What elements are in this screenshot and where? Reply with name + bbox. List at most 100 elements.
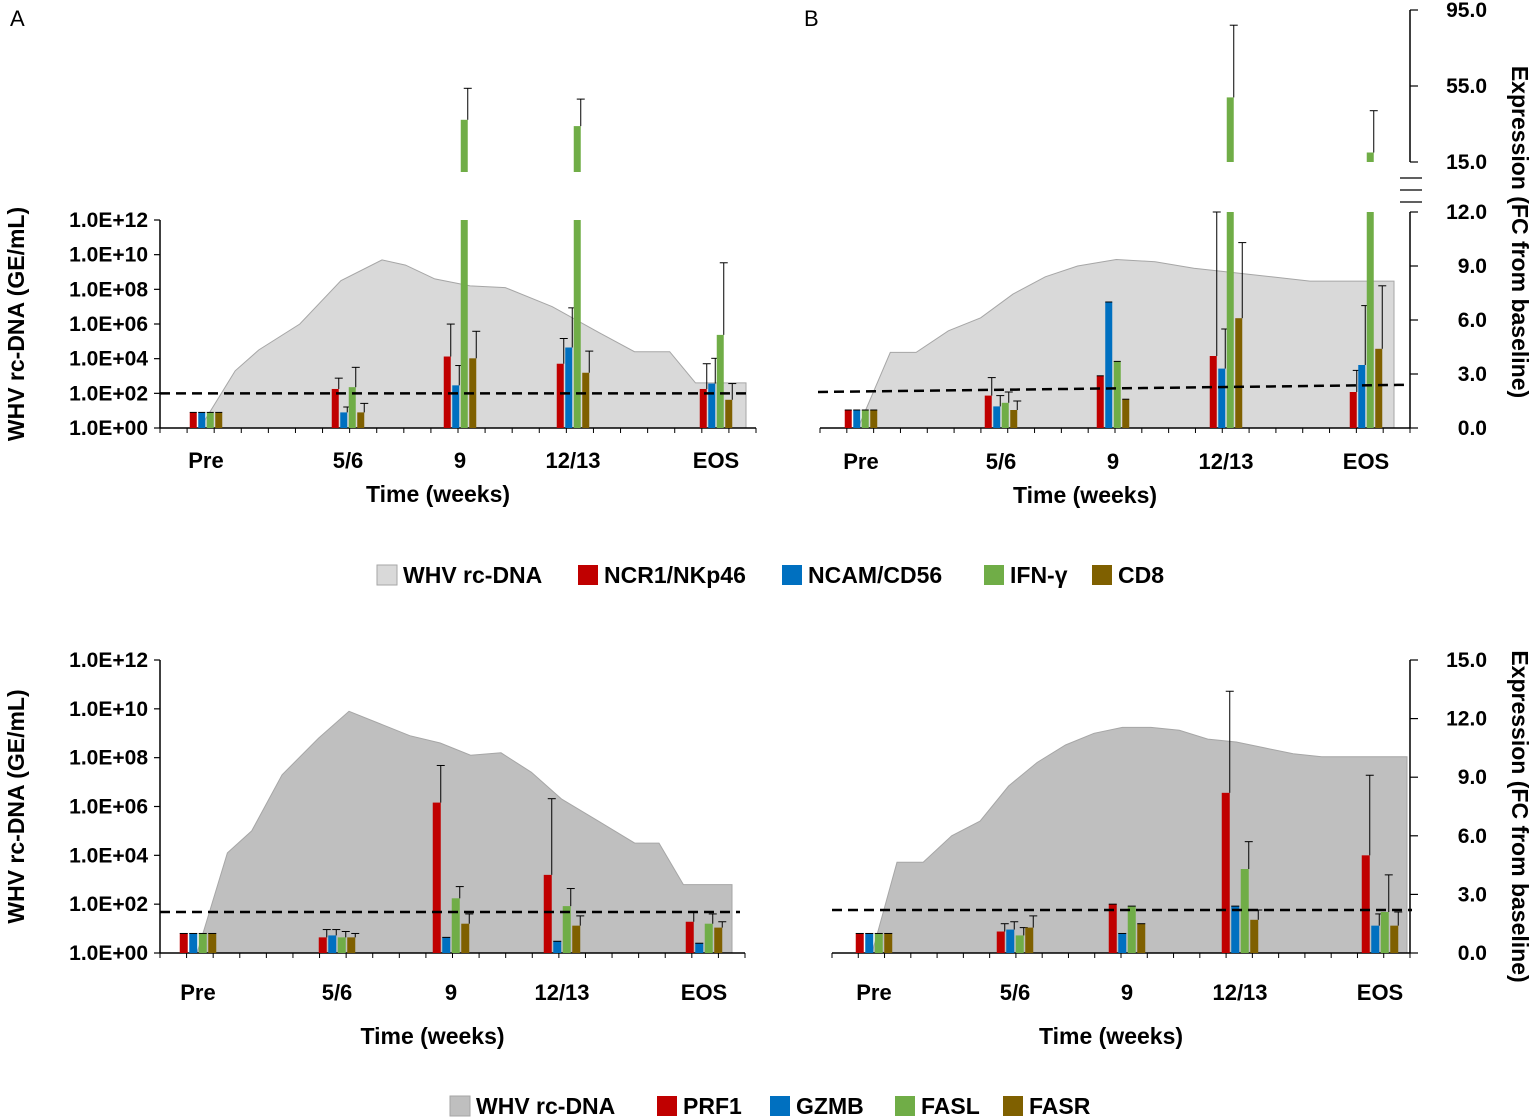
bar — [432, 802, 441, 953]
bar-upper — [573, 126, 581, 172]
category-label: EOS — [681, 980, 727, 1005]
bar — [340, 412, 348, 428]
category-label: Pre — [843, 449, 878, 474]
category-label: 9 — [454, 448, 466, 473]
bar — [443, 356, 451, 428]
bar — [704, 923, 713, 953]
y-tick-label: 1.0E+04 — [69, 844, 148, 867]
legend-swatch — [895, 1096, 915, 1116]
bar — [565, 347, 573, 428]
y2-tick-label: 0.0 — [1458, 942, 1487, 965]
bar — [1025, 927, 1034, 953]
bar — [461, 923, 470, 953]
legend-label: FASR — [1029, 1093, 1091, 1119]
category-label: 12/13 — [545, 448, 600, 473]
legend-swatch — [1092, 565, 1112, 585]
chart-B-bottom: Pre 5/6 9 12/13 EOS Time (weeks) 0.0 3.0 6.0 9.0 1… — [831, 649, 1533, 1049]
bar — [996, 931, 1005, 953]
bar — [853, 410, 861, 428]
bar — [714, 927, 723, 953]
legend-label: IFN-γ — [1010, 562, 1068, 588]
y-tick-label: 1.0E+02 — [69, 382, 148, 405]
y-tick-label: 1.0E+06 — [69, 796, 148, 819]
y-axis-title: WHV rc-DNA (GE/mL) — [3, 689, 29, 923]
bar — [1235, 318, 1243, 428]
bar — [572, 925, 581, 953]
bar — [553, 941, 562, 953]
bar — [1001, 402, 1009, 428]
bar — [1006, 929, 1015, 953]
bar — [695, 943, 704, 953]
legend-label: WHV rc-DNA — [476, 1093, 615, 1119]
legend-swatch — [449, 1095, 471, 1117]
legend-label: CD8 — [1118, 562, 1164, 588]
y-tick-label: 1.0E+08 — [69, 278, 148, 301]
legend-swatch — [1003, 1096, 1023, 1116]
bar — [685, 921, 694, 953]
legend-label: GZMB — [796, 1093, 864, 1119]
y2-tick-label: 3.0 — [1458, 363, 1487, 386]
bar — [865, 933, 874, 953]
whv-area — [871, 726, 1408, 954]
legend-swatch — [782, 565, 802, 585]
y2-tick-label: 12.0 — [1446, 201, 1487, 224]
bar — [348, 387, 356, 428]
panel-letter: A — [10, 6, 25, 31]
bar — [874, 933, 883, 953]
bar — [189, 933, 198, 953]
bar — [198, 412, 206, 428]
y2-tick-label: 12.0 — [1446, 708, 1487, 731]
bar — [357, 412, 365, 428]
bar — [543, 874, 552, 953]
whv-area — [196, 710, 733, 954]
bar — [562, 906, 571, 953]
legend-swatch — [376, 564, 398, 586]
bar — [198, 933, 207, 953]
bar — [347, 937, 356, 953]
category-label: 5/6 — [1000, 980, 1031, 1005]
x-axis-title: Time (weeks) — [366, 481, 510, 507]
y-tick-label: 1.0E+08 — [69, 747, 148, 770]
whv-area — [199, 259, 747, 429]
panel-letter: B — [804, 6, 819, 31]
y-tick-label: 1.0E+06 — [69, 313, 148, 336]
y2-tick-label: 6.0 — [1458, 309, 1487, 332]
bar — [1015, 935, 1024, 953]
legend-swatch — [984, 565, 1004, 585]
bar — [984, 395, 992, 428]
y-tick-label: 1.0E+12 — [69, 649, 148, 672]
bar — [442, 937, 451, 953]
bar — [573, 220, 581, 428]
bar — [208, 933, 217, 953]
bar — [215, 412, 223, 428]
bar — [1118, 933, 1127, 953]
category-label: 5/6 — [986, 449, 1017, 474]
bar — [861, 410, 869, 428]
category-label: 12/13 — [1212, 980, 1267, 1005]
bar — [1390, 925, 1399, 953]
bar — [328, 935, 337, 953]
bar — [331, 388, 339, 428]
baseline-dashed-line — [817, 383, 1407, 394]
y2-tick-label: 9.0 — [1458, 255, 1487, 278]
category-label: Pre — [180, 980, 215, 1005]
bar — [855, 933, 864, 953]
bar — [1358, 365, 1366, 428]
bar-upper — [1366, 152, 1374, 162]
bar — [451, 898, 460, 953]
category-label: 12/13 — [1198, 449, 1253, 474]
bar-upper — [460, 119, 468, 172]
bar — [337, 937, 346, 953]
x-axis-title: Time (weeks) — [1013, 482, 1157, 508]
legend-swatch — [578, 565, 598, 585]
bar — [1371, 925, 1380, 953]
bar — [179, 933, 188, 953]
bar — [1221, 792, 1230, 953]
bar — [1105, 302, 1113, 428]
category-label: EOS — [1343, 449, 1389, 474]
bar — [1361, 855, 1370, 953]
category-label: Pre — [188, 448, 223, 473]
y-axis-title: WHV rc-DNA (GE/mL) — [3, 207, 29, 441]
bar — [556, 363, 564, 428]
